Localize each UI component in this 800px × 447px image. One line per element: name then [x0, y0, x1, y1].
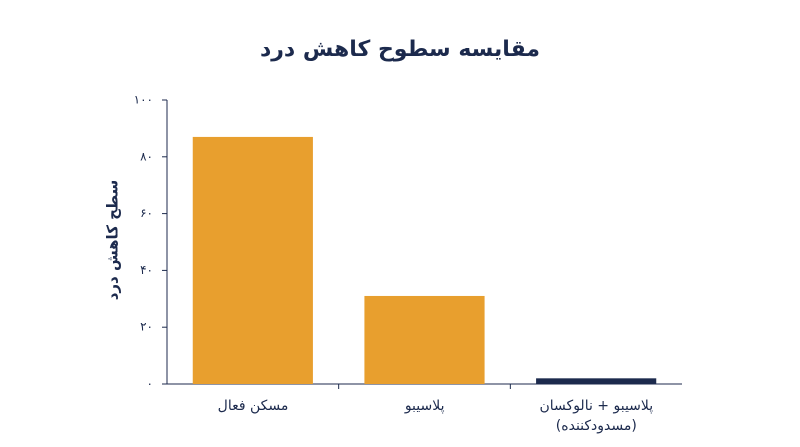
y-tick-label: ۲۰	[140, 320, 153, 334]
y-tick-label: ۴۰	[140, 263, 153, 277]
bar	[364, 295, 485, 384]
y-tick-label: ۰	[147, 377, 153, 391]
bar	[536, 378, 657, 384]
y-tick-label: ۶۰	[140, 206, 153, 220]
y-axis-label: سطح کاهش درد	[104, 180, 122, 301]
bar	[192, 136, 313, 384]
y-tick-label: ۱۰۰	[134, 93, 153, 107]
x-tick-label: پلاسیبو + نالوکسان (مسدودکننده)	[539, 398, 654, 434]
chart-title: مقایسه سطوح کاهش درد	[260, 37, 540, 62]
y-tick-label: ۸۰	[140, 149, 153, 163]
x-tick-label: پلاسیبو	[404, 398, 445, 414]
x-tick-label: مسکن فعال	[217, 398, 289, 414]
